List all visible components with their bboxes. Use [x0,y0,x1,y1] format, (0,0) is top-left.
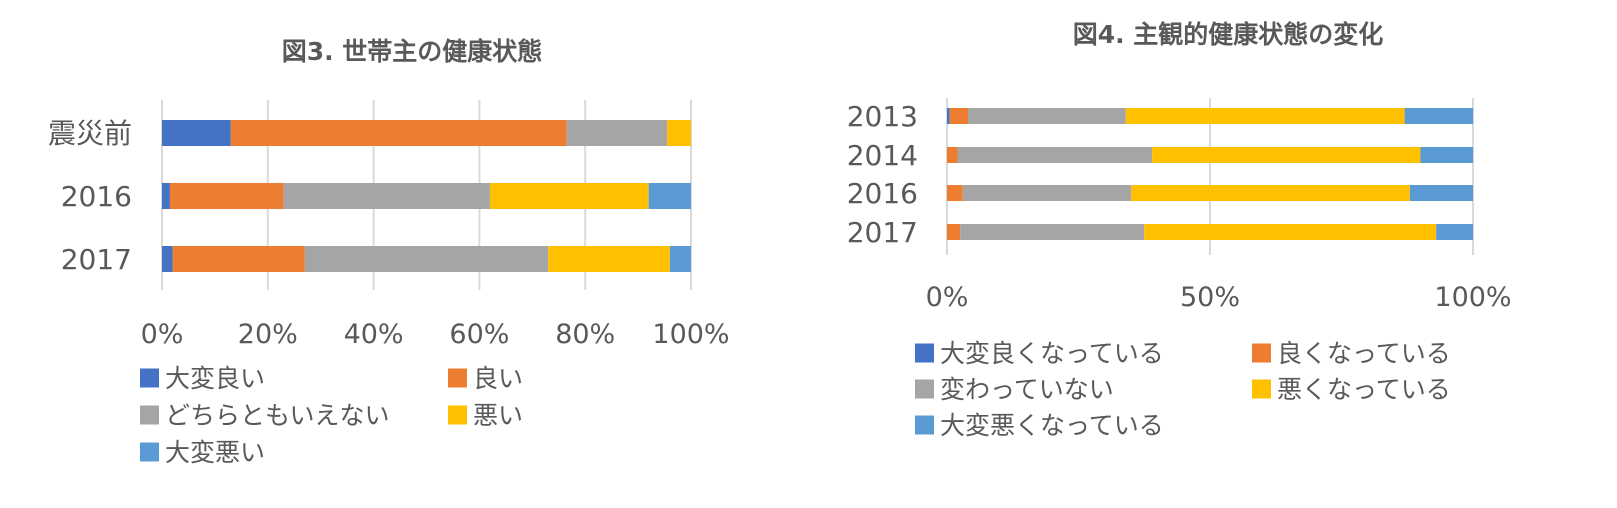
bar-segment [283,183,490,209]
bar-segment [648,183,691,209]
bar-segment [667,120,691,146]
legend-label: 悪くなっている [1277,375,1451,404]
x-tick-label: 0% [141,319,184,350]
legend-swatch [915,379,934,399]
bar-segment [949,108,969,124]
bar-segment [566,120,668,146]
category-label: 2016 [61,180,132,213]
x-tick-label: 100% [652,319,729,350]
legend-swatch [140,442,159,462]
bar-segment [1420,147,1473,163]
bar-segment [947,224,961,240]
bar-segment [162,246,173,272]
category-label: 2014 [847,139,918,172]
category-label: 震災前 [48,117,132,150]
chart-title: 図4. 主観的健康状態の変化 [1073,20,1384,49]
chart-subjective-health-change: 図4. 主観的健康状態の変化 2013 2014 2016 2017 0% 50% 100… [847,20,1512,440]
bar-segment [962,185,1132,201]
bar-segment [172,246,305,272]
legend-label: 大変悪い [165,438,265,467]
bar-segment [304,246,549,272]
bar-segment [947,147,958,163]
legend-swatch [1252,379,1271,399]
bar-segment [957,147,1153,163]
bar-segment [1436,224,1473,240]
bar-segment [947,108,950,124]
bar-segment [960,224,1145,240]
chart-household-head-health: 図3. 世帯主の健康状態 震災前 2016 2017 0% 20% 40% 60% 80% 1… [48,37,730,467]
x-tick-label: 80% [555,319,615,350]
bar-segment [1131,185,1410,201]
x-tick-label: 100% [1434,282,1511,313]
x-tick-label: 20% [238,319,298,350]
legend-swatch [915,343,934,363]
chart-title: 図3. 世帯主の健康状態 [282,37,543,66]
legend-label: 大変悪くなっている [940,411,1164,440]
legend-swatch [448,405,467,425]
bar-segment [548,246,670,272]
legend-label: 良くなっている [1277,339,1451,368]
x-tick-label: 0% [926,282,969,313]
legend-swatch [140,405,159,425]
bar-segment [230,120,567,146]
category-label: 2017 [61,243,132,276]
legend-label: 変わっていない [940,375,1114,404]
legend-label: 大変良い [165,364,265,393]
bar-segment [947,185,963,201]
bar-segment [968,108,1126,124]
legend-swatch [140,368,159,388]
x-tick-label: 50% [1180,282,1240,313]
bar-segment [489,183,649,209]
bar-segment [162,183,170,209]
x-tick-label: 60% [449,319,509,350]
bar-segment [1152,147,1421,163]
bar-segment [162,120,231,146]
legend-swatch [448,368,467,388]
category-label: 2017 [847,216,918,249]
legend-label: どちらともいえない [165,401,390,430]
x-tick-label: 40% [344,319,404,350]
bar-segment [1125,108,1405,124]
legend-label: 大変良くなっている [940,339,1164,368]
bar-segment [1404,108,1473,124]
bar-segment [1144,224,1437,240]
legend-label: 悪い [473,401,523,430]
category-label: 2013 [847,100,918,133]
legend-swatch [1252,343,1271,363]
legend-swatch [915,415,934,435]
legend-label: 良い [473,364,523,393]
bar-segment [169,183,284,209]
bar-segment [1409,185,1473,201]
bar-segment [669,246,691,272]
category-label: 2016 [847,177,918,210]
